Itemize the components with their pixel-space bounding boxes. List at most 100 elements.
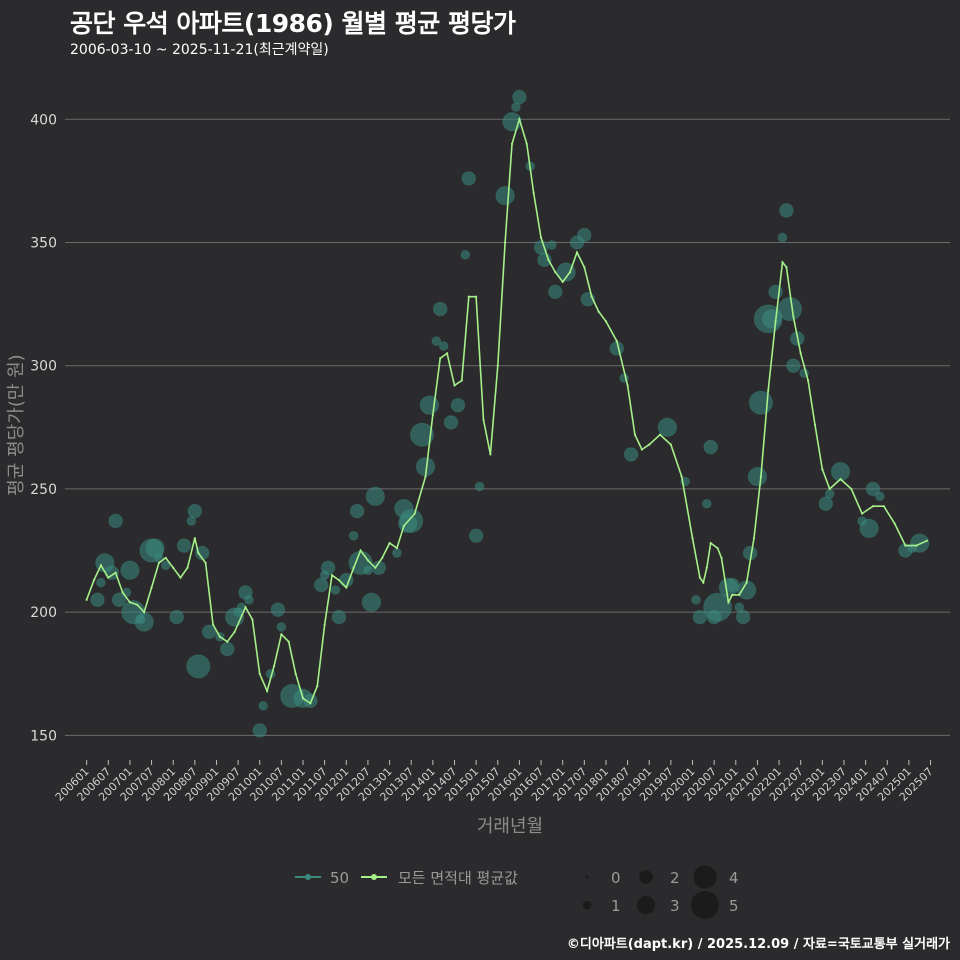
data-point-16 [176, 538, 192, 553]
average-point-36 [345, 586, 348, 589]
average-point-95 [781, 261, 784, 264]
average-point-34 [330, 574, 334, 577]
data-point-10 [134, 612, 154, 632]
average-point-38 [359, 549, 362, 552]
data-point-101 [777, 232, 788, 243]
y-tick-200: 200 [30, 605, 57, 621]
average-point-10 [157, 561, 161, 564]
legend-size-label-1: 1 [611, 897, 621, 915]
data-point-89 [703, 592, 733, 622]
data-point-85 [692, 609, 708, 625]
data-point-103 [777, 296, 802, 322]
average-point-78 [669, 443, 672, 446]
average-point-82 [702, 581, 705, 584]
average-point-97 [792, 315, 795, 318]
average-point-49 [446, 352, 449, 355]
average-point-71 [604, 320, 608, 323]
average-point-83 [705, 566, 708, 569]
data-point-63 [461, 171, 477, 186]
data-point-0 [90, 592, 105, 608]
chart-title: 공단 우석 아파트(1986) 월별 평균 평당가 [70, 9, 516, 38]
average-point-24 [258, 672, 261, 675]
x-axis-label: 거래년월 [477, 816, 543, 837]
average-point-9 [150, 586, 153, 589]
average-point-46 [424, 475, 427, 478]
chart-subtitle: 2006-03-10 ~ 2025-11-21(최근계약일) [70, 42, 329, 58]
data-point-48 [365, 486, 385, 507]
average-point-89 [738, 593, 741, 596]
average-point-6 [128, 601, 132, 604]
average-point-84 [709, 542, 712, 545]
y-tick-400: 400 [30, 112, 57, 128]
data-point-111 [859, 518, 879, 539]
average-point-14 [186, 566, 189, 569]
average-point-61 [532, 192, 535, 195]
legend-key-average-dot [371, 874, 377, 880]
average-point-54 [482, 418, 485, 422]
data-point-87 [703, 439, 718, 455]
average-point-5 [121, 591, 124, 594]
average-point-93 [767, 389, 770, 392]
legend-size-circle-2 [639, 870, 653, 884]
data-point-107 [818, 496, 834, 512]
legend-size-circle-4 [693, 865, 717, 889]
average-point-2 [99, 564, 103, 567]
average-point-25 [266, 689, 269, 693]
average-point-66 [568, 270, 572, 274]
data-point-102 [779, 203, 794, 218]
average-point-35 [337, 579, 341, 582]
average-point-42 [388, 542, 391, 545]
data-point-29 [252, 723, 268, 738]
data-point-116 [910, 533, 930, 553]
average-point-15 [193, 537, 196, 540]
data-point-1 [96, 577, 106, 588]
average-point-106 [871, 505, 875, 508]
average-point-105 [861, 512, 864, 515]
data-point-5 [111, 592, 127, 608]
average-point-26 [272, 665, 276, 668]
data-point-4 [108, 513, 123, 529]
data-point-44 [349, 503, 365, 519]
legend-size-label-3: 3 [670, 897, 680, 915]
data-point-66 [495, 185, 515, 206]
legend-size-label-0: 0 [611, 869, 621, 887]
average-point-91 [752, 537, 756, 540]
average-point-52 [467, 295, 470, 298]
average-point-98 [799, 352, 802, 355]
data-point-84 [691, 594, 701, 605]
average-point-22 [244, 606, 247, 609]
legend-size-circle-3 [636, 895, 656, 915]
data-point-30 [258, 700, 269, 711]
data-point-37 [313, 577, 329, 593]
average-point-63 [547, 258, 550, 261]
average-point-8 [143, 611, 146, 614]
data-point-23 [219, 641, 235, 657]
average-point-107 [882, 505, 885, 508]
average-point-50 [453, 384, 456, 387]
average-point-102 [828, 487, 831, 491]
legend-size-label-2: 2 [670, 869, 680, 887]
data-point-57 [431, 336, 442, 346]
average-point-85 [716, 546, 719, 550]
y-axis-ticks: 150 200 250 300 350 400 [30, 112, 57, 744]
data-point-74 [548, 284, 563, 300]
average-point-79 [680, 475, 683, 478]
average-point-100 [813, 423, 817, 426]
average-point-101 [821, 468, 824, 471]
data-point-109 [830, 461, 851, 482]
average-point-55 [489, 453, 492, 456]
data-point-62 [460, 249, 471, 260]
data-point-86 [701, 498, 712, 509]
data-point-20 [194, 545, 210, 561]
average-line [85, 116, 928, 705]
average-point-58 [510, 142, 514, 146]
data-point-97 [748, 390, 773, 415]
average-point-104 [850, 487, 853, 491]
data-point-46 [363, 565, 373, 576]
y-tick-150: 150 [30, 728, 57, 744]
data-point-50 [392, 548, 402, 558]
average-point-73 [626, 384, 629, 387]
legend-key-50-dot [305, 874, 311, 880]
average-point-21 [233, 630, 236, 633]
average-point-59 [518, 118, 521, 121]
